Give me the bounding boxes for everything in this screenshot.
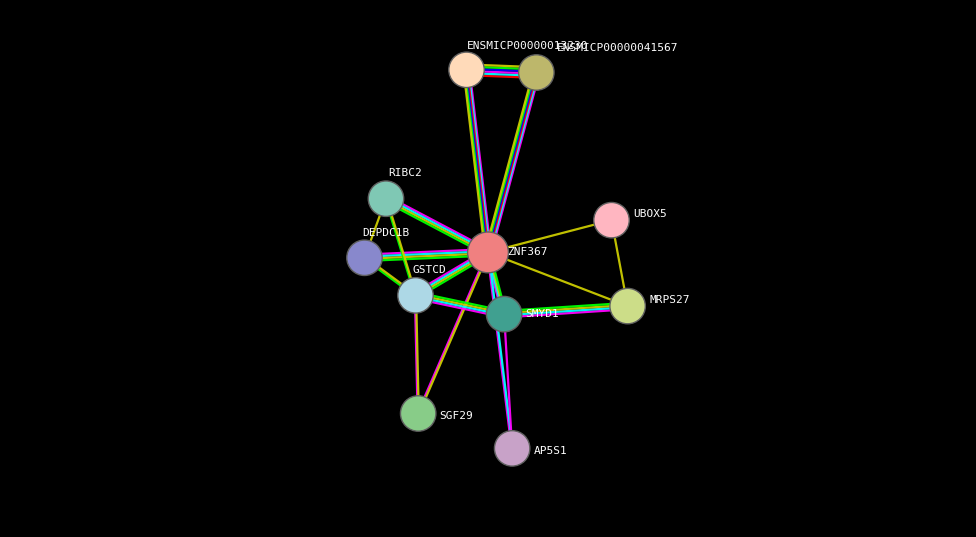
Text: AP5S1: AP5S1 [534, 446, 567, 456]
Text: GSTCD: GSTCD [413, 265, 447, 275]
Text: ENSMICP00000013230: ENSMICP00000013230 [467, 41, 588, 50]
Text: RIBC2: RIBC2 [388, 169, 423, 178]
Circle shape [610, 288, 645, 324]
Text: ZNF367: ZNF367 [507, 248, 548, 257]
Text: UBOX5: UBOX5 [633, 209, 667, 219]
Circle shape [593, 202, 630, 238]
Circle shape [486, 296, 522, 332]
Circle shape [346, 240, 383, 275]
Circle shape [398, 278, 433, 313]
Text: SGF29: SGF29 [439, 411, 473, 421]
Circle shape [495, 431, 530, 466]
Text: ENSMICP00000041567: ENSMICP00000041567 [556, 43, 678, 53]
Circle shape [400, 396, 436, 431]
Text: MRPS27: MRPS27 [649, 295, 690, 304]
Circle shape [449, 52, 484, 88]
Circle shape [468, 232, 508, 273]
Text: DEPDC1B: DEPDC1B [362, 228, 409, 237]
Text: SMYD1: SMYD1 [526, 309, 559, 319]
Circle shape [518, 55, 554, 90]
Circle shape [368, 181, 404, 216]
